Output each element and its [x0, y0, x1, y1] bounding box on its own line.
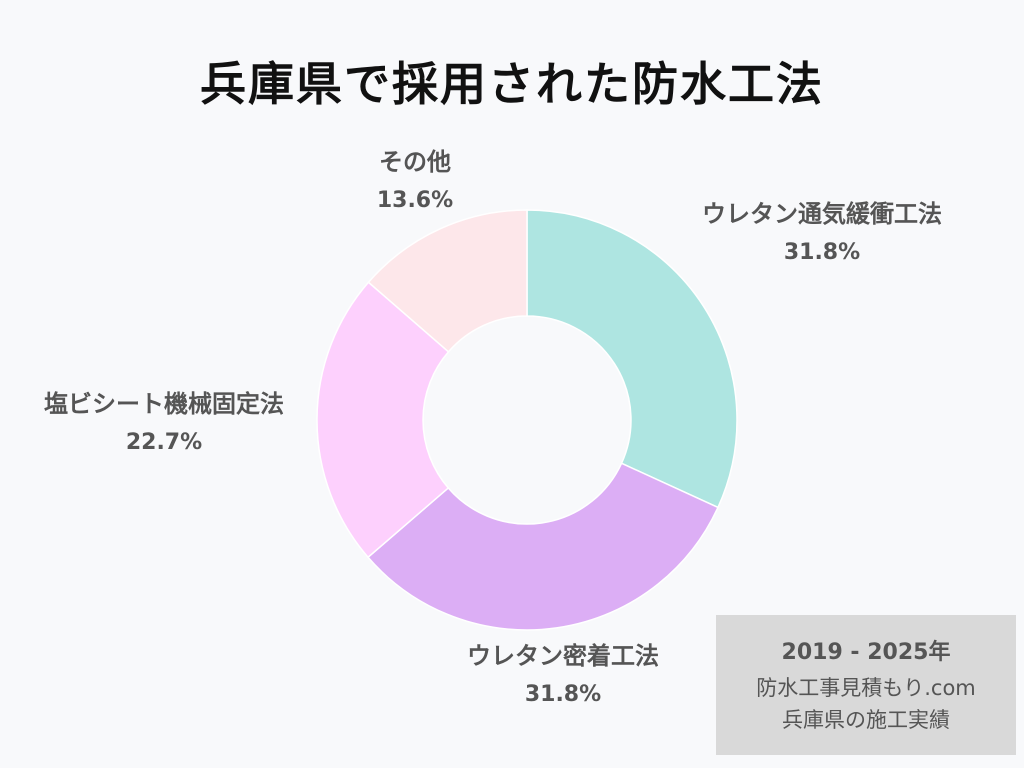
slice-label-4: その他 [379, 148, 451, 176]
slice-value-2: 31.8% [525, 682, 601, 707]
donut-slice-4 [367, 209, 528, 353]
source-box: 2019 - 2025年 防水工事見積もり.com 兵庫県の施工実績 [716, 615, 1016, 755]
chart-title: 兵庫県で採用された防水工法 [200, 57, 824, 111]
slice-label-1: ウレタン通気緩衝工法 [702, 200, 942, 228]
slice-label-3: 塩ビシート機械固定法 [44, 390, 284, 418]
source-scope: 兵庫県の施工実績 [782, 708, 950, 732]
donut-slice-2 [366, 462, 719, 631]
donut-slice-3 [316, 281, 450, 559]
source-site: 防水工事見積もり.com [756, 676, 976, 700]
slice-value-3: 22.7% [126, 430, 202, 455]
slice-value-1: 31.8% [784, 240, 860, 265]
slice-value-4: 13.6% [377, 188, 453, 213]
source-period: 2019 - 2025年 [781, 640, 951, 665]
donut-slice-1 [526, 209, 738, 509]
slice-label-2: ウレタン密着工法 [467, 642, 659, 670]
